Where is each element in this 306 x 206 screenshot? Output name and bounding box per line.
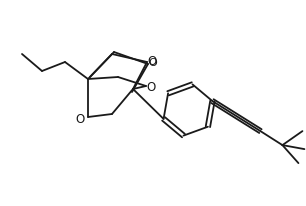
Text: O: O <box>146 81 156 94</box>
Text: O: O <box>75 113 85 126</box>
Text: O: O <box>147 55 157 68</box>
Text: O: O <box>149 58 157 68</box>
